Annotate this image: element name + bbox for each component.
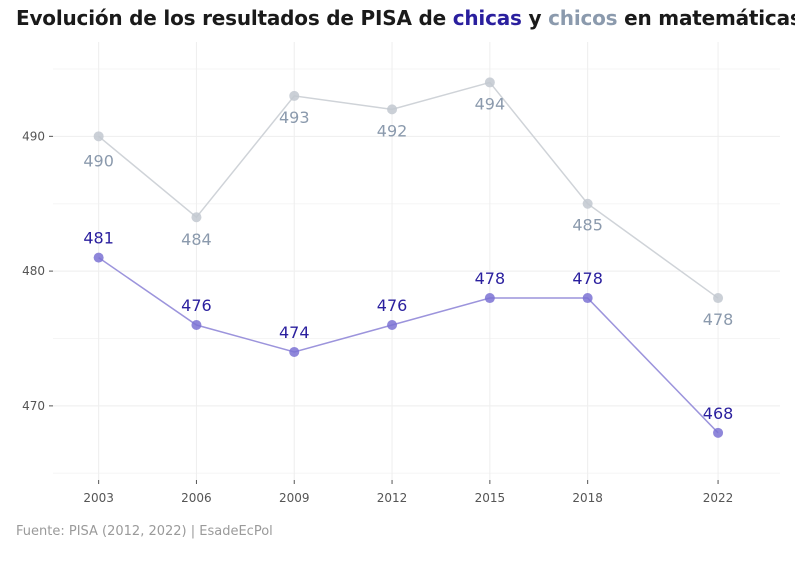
x-tick-label: 2022 [703, 491, 734, 505]
boys-data-label: 490 [83, 151, 114, 170]
girls-series-line [98, 257, 719, 434]
girls-data-label: 476 [181, 296, 212, 315]
title-girls: chicas [452, 6, 522, 30]
title-prefix: Evolución de los resultados de PISA de [16, 6, 453, 30]
boys-data-label: 484 [181, 230, 212, 249]
girls-data-point [93, 252, 104, 263]
boys-data-point [484, 77, 495, 88]
girls-data-label: 474 [279, 323, 310, 342]
boys-data-label: 493 [279, 108, 310, 127]
girls-data-point [191, 320, 202, 331]
title-boys: chicos [548, 6, 618, 30]
boys-data-point [582, 198, 593, 209]
title-suffix: en matemáticas [617, 6, 795, 30]
boys-data-point [289, 90, 300, 101]
girls-data-point [713, 427, 724, 438]
girls-data-label: 468 [703, 404, 734, 423]
boys-data-point [93, 131, 104, 142]
girls-data-label: 478 [475, 269, 506, 288]
boys-data-label: 492 [377, 121, 408, 140]
source-footer: Fuente: PISA (2012, 2022) | EsadeEcPol [16, 524, 273, 539]
girls-data-point [582, 293, 593, 304]
x-tick-label: 2012 [377, 491, 408, 505]
x-tick-label: 2018 [572, 491, 603, 505]
y-tick-label: 480 [22, 264, 45, 278]
boys-data-point [713, 293, 724, 304]
boys-data-label: 485 [572, 216, 603, 235]
girls-data-point [484, 293, 495, 304]
girls-data-label: 478 [572, 269, 603, 288]
x-tick-label: 2009 [279, 491, 310, 505]
boys-data-point [387, 104, 398, 115]
girls-data-point [387, 320, 398, 331]
y-tick-label: 470 [22, 399, 45, 413]
girls-data-label: 481 [83, 229, 114, 248]
boys-data-label: 494 [475, 94, 506, 113]
boys-data-label: 478 [703, 310, 734, 329]
boys-series-line [98, 81, 719, 299]
chart-title: Evolución de los resultados de PISA de c… [16, 6, 795, 30]
boys-data-point [191, 212, 202, 223]
x-tick-label: 2006 [181, 491, 212, 505]
y-tick-label: 490 [22, 129, 45, 143]
x-tick-label: 2015 [475, 491, 506, 505]
title-middle: y [521, 6, 549, 30]
girls-data-label: 476 [377, 296, 408, 315]
girls-data-point [289, 346, 300, 357]
x-tick-label: 2003 [83, 491, 114, 505]
